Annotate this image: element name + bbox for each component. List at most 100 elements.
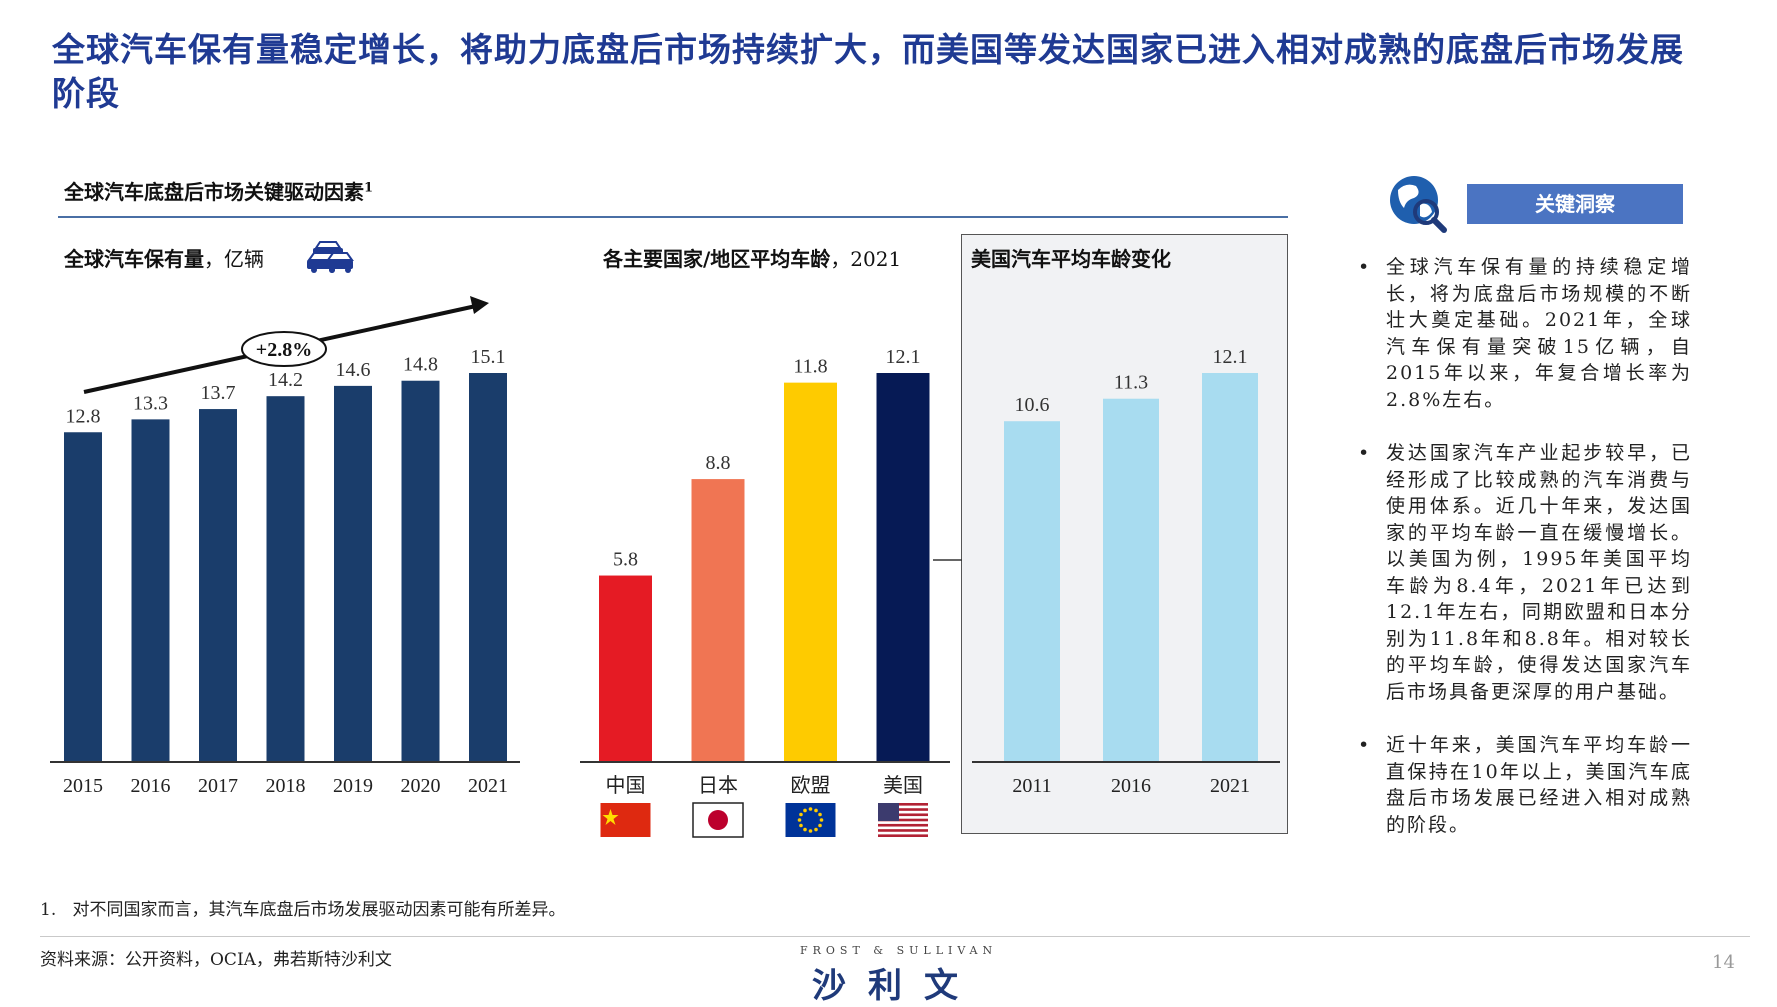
tick-label: 2017 — [198, 775, 238, 797]
footer-divider — [40, 936, 1750, 937]
usa-flag-stripe — [878, 823, 928, 827]
data-label: 12.1 — [886, 346, 921, 368]
data-label: 14.8 — [403, 354, 438, 376]
tick-label: 美国 — [883, 774, 923, 797]
eu-flag-star — [808, 829, 813, 833]
footnote-text: 对不同国家而言，其汽车底盘后市场发展驱动因素可能有所差异。 — [72, 900, 566, 920]
data-label: 14.2 — [268, 369, 303, 391]
bullet-glyph: • — [1358, 442, 1372, 464]
data-label: 14.6 — [336, 359, 371, 381]
data-label: 12.8 — [66, 405, 101, 427]
cagr-badge — [241, 331, 327, 367]
bullet-glyph: • — [1358, 734, 1372, 756]
chart3-title: 美国汽车平均车龄变化 — [971, 247, 1171, 271]
eu-flag-star — [818, 823, 822, 828]
eu-flag-star — [814, 827, 818, 832]
bar — [199, 409, 237, 762]
tick-label: 2021 — [1210, 775, 1250, 797]
chart1-title-main: 全球汽车保有量 — [64, 247, 204, 271]
bar — [334, 385, 372, 762]
insight-list: • 全球汽车保有量的持续稳定增长，将为底盘后市场规模的不断壮大奠定基础。2021年… — [1356, 254, 1692, 865]
footnote-number: 1. — [40, 900, 57, 920]
insight-bullet: • 全球汽车保有量的持续稳定增长，将为底盘后市场规模的不断壮大奠定基础。2021年… — [1356, 254, 1692, 413]
chart2-title: 各主要国家/地区平均车龄，2021 — [603, 243, 901, 272]
japan-flag-sun — [708, 810, 728, 830]
chart1-title-unit: ，亿辆 — [204, 247, 264, 271]
eu-flag-star — [799, 823, 803, 828]
cars-icon — [307, 241, 354, 273]
bar — [64, 432, 102, 762]
usa-flag-stripe — [878, 803, 928, 806]
section-title-text: 全球汽车底盘后市场关键驱动因素 — [64, 180, 364, 204]
eu-flag-star — [814, 808, 818, 813]
chart3-plot: 10.6 2011 11.3 2016 12.1 2021 — [972, 346, 1280, 797]
usa-flag-stripe — [878, 834, 928, 837]
data-label: 15.1 — [471, 346, 506, 368]
tick-label: 2011 — [1012, 775, 1051, 797]
tick-label: 2021 — [468, 775, 508, 797]
bar — [599, 575, 652, 762]
eu-flag-star — [803, 827, 807, 832]
data-label: 10.6 — [1015, 394, 1050, 416]
insight-text: 全球汽车保有量的持续稳定增长，将为底盘后市场规模的不断壮大奠定基础。2021年，… — [1386, 256, 1692, 411]
bar — [131, 419, 170, 762]
data-label: 13.7 — [201, 382, 236, 404]
bar — [784, 382, 837, 762]
eu-flag-star — [818, 812, 822, 817]
chart1-title: 全球汽车保有量，亿辆 — [64, 243, 264, 272]
globe-search-icon — [1390, 176, 1447, 233]
usa-flag-stripe — [878, 829, 928, 832]
bar — [401, 380, 440, 762]
data-label: 11.3 — [1114, 372, 1148, 394]
insight-bullet: • 近十年来，美国汽车平均车龄一直保持在10年以上，美国汽车底盘后市场发展已经进入… — [1356, 732, 1692, 838]
brand-logo: 沙利文 — [812, 966, 980, 1006]
data-label: 8.8 — [706, 452, 731, 474]
tick-label: 2016 — [1111, 775, 1151, 797]
source-note: 资料来源：公开资料，OCIA，弗若斯特沙利文 — [40, 950, 392, 970]
growth-arrowhead — [470, 296, 489, 314]
section-divider — [58, 216, 1288, 218]
eu-flag-star — [803, 808, 807, 813]
usa-flag-stripe — [878, 813, 928, 817]
section-title-footnote-ref: 1 — [364, 180, 374, 196]
tick-label: 2015 — [63, 775, 103, 797]
tick-label: 2018 — [266, 775, 306, 797]
data-label: 12.1 — [1213, 346, 1248, 368]
bar — [266, 396, 305, 762]
brand-wordmark: FROST & SULLIVAN — [800, 944, 998, 957]
bar — [691, 479, 745, 762]
cagr-label: +2.8% — [256, 339, 312, 361]
bar — [469, 373, 507, 762]
chart2-plot: 5.8 中国 8.8 日本 11.8 欧盟 12.1 美国 — [580, 346, 962, 838]
bar — [876, 373, 930, 762]
chart1-plot: 12.8 2015 13.3 2016 13.7 2017 14.2 2018 14.6 2019… — [50, 296, 520, 797]
tick-label: 2016 — [131, 775, 171, 797]
usa-flag-canton — [878, 803, 899, 821]
chart2-title-main: 各主要国家/地区平均车龄 — [603, 247, 831, 271]
page-title: 全球汽车保有量稳定增长，将助力底盘后市场持续扩大，而美国等发达国家已进入相对成熟… — [52, 30, 1684, 113]
usa-flag-stripe — [878, 808, 928, 811]
eu-flag-star — [808, 807, 813, 811]
bar — [1202, 373, 1258, 762]
insight-text: 发达国家汽车产业起步较早，已经形成了比较成熟的汽车消费与使用体系。近几十年来，发… — [1386, 442, 1692, 703]
footnote: 1. 对不同国家而言，其汽车底盘后市场发展驱动因素可能有所差异。 — [40, 895, 565, 920]
page-number: 14 — [1712, 952, 1735, 973]
tick-label: 欧盟 — [791, 774, 831, 797]
chart2-title-year: ，2021 — [830, 247, 902, 271]
bar — [1103, 398, 1159, 762]
china-flag-star — [602, 809, 619, 825]
bar — [1004, 421, 1060, 762]
bullet-glyph: • — [1358, 256, 1372, 278]
usa-flag-stripe — [878, 818, 928, 822]
tick-label: 2019 — [333, 775, 373, 797]
eu-flag-star — [799, 812, 803, 817]
data-label: 13.3 — [133, 392, 168, 414]
insight-title: 关键洞察 — [1467, 184, 1683, 224]
insight-bullet: • 发达国家汽车产业起步较早，已经形成了比较成熟的汽车消费与使用体系。近几十年来，… — [1356, 440, 1692, 705]
data-label: 5.8 — [613, 549, 638, 571]
tick-label: 中国 — [606, 774, 646, 797]
tick-label: 2020 — [401, 775, 441, 797]
insight-text: 近十年来，美国汽车平均车龄一直保持在10年以上，美国汽车底盘后市场发展已经进入相… — [1386, 734, 1692, 836]
data-label: 11.8 — [793, 356, 827, 378]
